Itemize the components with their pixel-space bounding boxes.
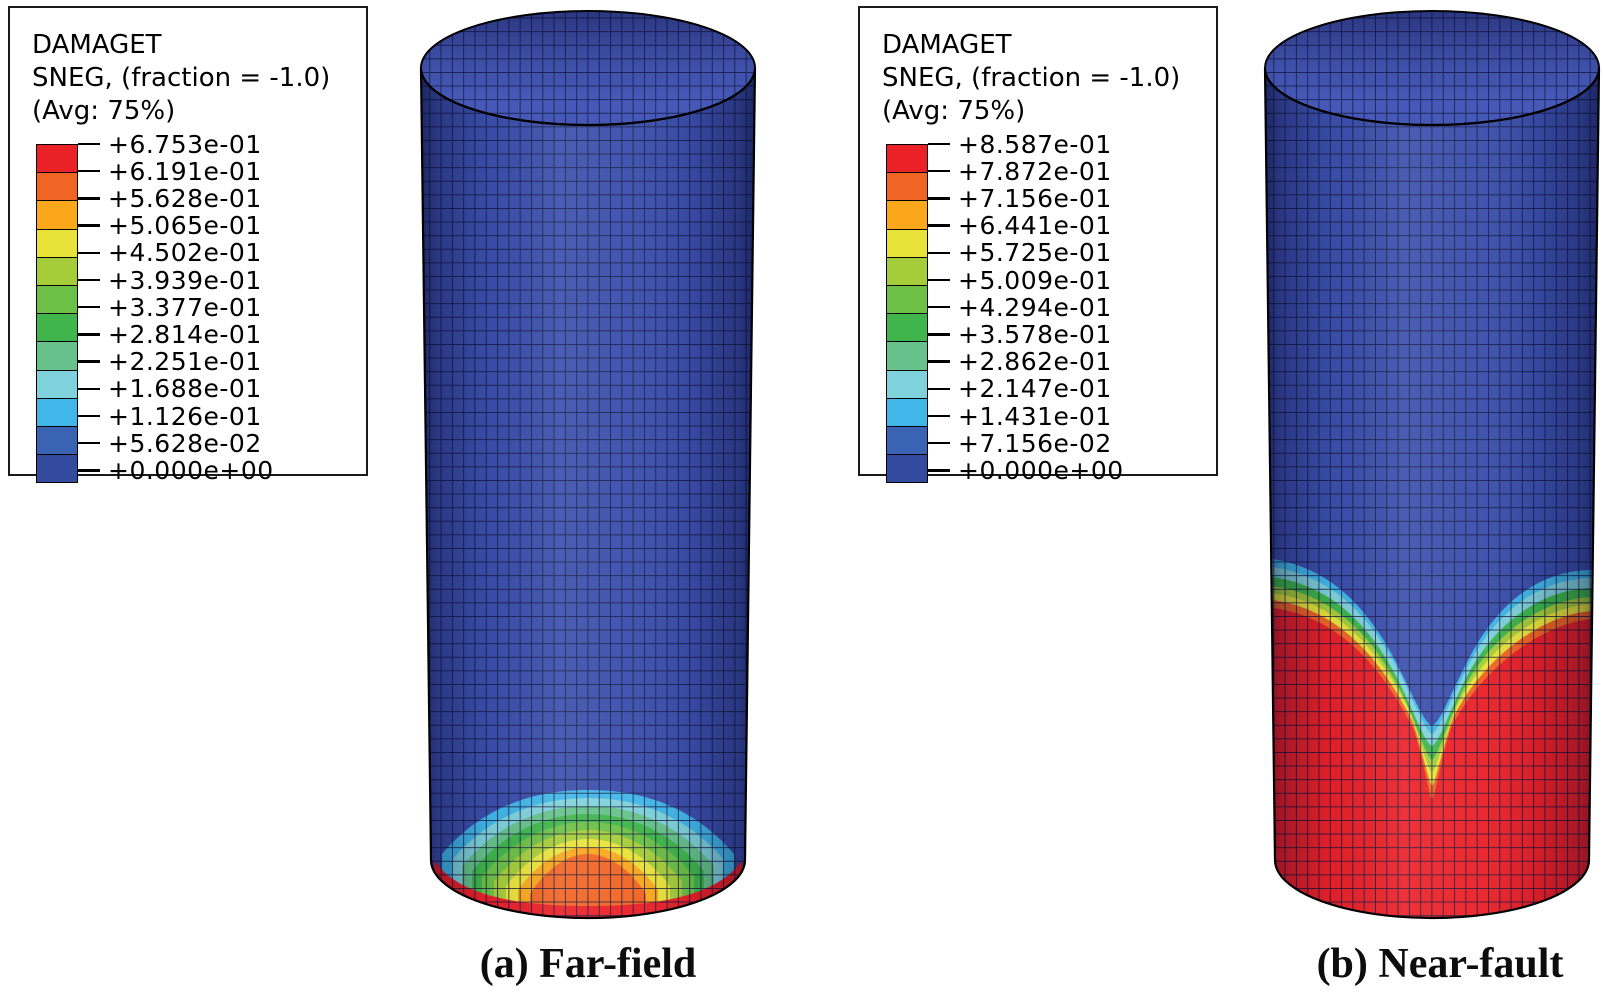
top-rim-inner-surface [421, 11, 755, 125]
legend-color-band [887, 145, 927, 173]
legend-tick-label: +4.502e-01 [78, 238, 262, 267]
legend-tick-mark [78, 333, 100, 336]
fea-cylinder-near-fault [1263, 10, 1601, 920]
legend-tick-label: +2.814e-01 [78, 320, 262, 349]
subfigure-caption-a: (a) Far-field [479, 941, 697, 987]
legend-tick-mark [78, 169, 100, 173]
legend-tick-label: +0.000e+00 [928, 456, 1124, 485]
legend-color-band [887, 313, 927, 342]
legend-tick-label: +3.377e-01 [78, 293, 262, 322]
legend-tick-mark [78, 278, 100, 282]
legend-tick-mark [78, 251, 100, 254]
legend-tick-mark [78, 305, 100, 309]
legend-color-band [887, 425, 927, 455]
legend-color-band [37, 172, 77, 201]
legend-tick-mark [78, 197, 100, 200]
legend-tick-mark [928, 360, 950, 363]
legend-color-band [887, 397, 927, 426]
legend-tick-label: +3.578e-01 [928, 320, 1112, 349]
legend-tick-label: +7.872e-01 [928, 157, 1112, 186]
legend-surface-line: SNEG, (fraction = -1.0) [32, 63, 331, 93]
legend-color-band [887, 284, 927, 314]
legend-tick-mark [928, 142, 950, 146]
legend-color-band [887, 341, 927, 370]
legend-color-band [37, 256, 77, 285]
legend-tick-mark [78, 414, 100, 418]
fea-cylinder-far-field [419, 10, 757, 920]
legend-color-bar [886, 144, 928, 484]
legend-color-band [37, 397, 77, 426]
legend-tick-label: +3.939e-01 [78, 266, 262, 295]
legend-tick-label: +6.753e-01 [78, 130, 262, 159]
contour-legend-far-field: DAMAGET SNEG, (fraction = -1.0) (Avg: 75… [8, 6, 368, 485]
legend-tick-mark [928, 251, 950, 254]
legend-color-bar [36, 144, 78, 484]
legend-color-band [37, 313, 77, 342]
legend-tick-mark [928, 169, 950, 173]
legend-tick-mark [78, 441, 100, 445]
legend-tick-label: +1.688e-01 [78, 374, 262, 403]
legend-tick-label: +8.587e-01 [928, 130, 1112, 159]
legend-tick-mark [78, 469, 100, 472]
rim-outline [420, 10, 756, 126]
legend-color-band [37, 369, 77, 398]
legend-tick-label: +5.628e-02 [78, 429, 262, 458]
legend-variable-name: DAMAGET [882, 30, 1012, 60]
legend-tick-mark [928, 441, 950, 445]
legend-tick-mark [928, 197, 950, 200]
legend-tick-label: +1.431e-01 [928, 402, 1112, 431]
rim-outline [1264, 10, 1600, 126]
shell-body [1265, 68, 1599, 918]
legend-tick-label: +4.294e-01 [928, 293, 1112, 322]
legend-averaging-line: (Avg: 75%) [882, 96, 1026, 126]
legend-averaging-line: (Avg: 75%) [32, 96, 176, 126]
legend-surface-line: SNEG, (fraction = -1.0) [882, 63, 1181, 93]
legend-tick-mark [928, 469, 950, 472]
legend-tick-mark [78, 142, 100, 146]
legend-tick-mark [928, 305, 950, 309]
legend-tick-mark [928, 278, 950, 282]
legend-tick-label: +0.000e+00 [78, 456, 274, 485]
legend-color-band [887, 454, 927, 483]
legend-tick-label: +5.725e-01 [928, 238, 1112, 267]
legend-tick-mark [78, 360, 100, 363]
shell-body [421, 68, 755, 918]
legend-color-band [37, 228, 77, 257]
legend-tick-mark [928, 333, 950, 336]
legend-color-band [37, 284, 77, 314]
legend-color-band [887, 228, 927, 257]
legend-color-band [37, 145, 77, 173]
legend-color-band [37, 454, 77, 483]
legend-tick-mark [928, 414, 950, 418]
legend-tick-label: +5.065e-01 [78, 211, 262, 240]
legend-tick-mark [78, 387, 100, 390]
subfigure-caption-b: (b) Near-fault [1316, 941, 1564, 987]
legend-tick-label: +6.441e-01 [928, 211, 1112, 240]
legend-tick-label: +7.156e-02 [928, 429, 1112, 458]
legend-color-band [887, 172, 927, 201]
contour-legend-near-fault: DAMAGET SNEG, (fraction = -1.0) (Avg: 75… [858, 6, 1218, 485]
top-rim-inner-surface [1265, 11, 1599, 125]
legend-tick-label: +6.191e-01 [78, 157, 262, 186]
legend-tick-mark [78, 224, 100, 227]
legend-variable-name: DAMAGET [32, 30, 162, 60]
legend-tick-label: +5.628e-01 [78, 184, 262, 213]
legend-tick-label: +1.126e-01 [78, 402, 262, 431]
legend-color-band [887, 200, 927, 229]
legend-tick-mark [928, 387, 950, 390]
legend-color-band [37, 425, 77, 455]
legend-color-band [887, 256, 927, 285]
legend-color-band [887, 369, 927, 398]
legend-tick-label: +2.251e-01 [78, 347, 262, 376]
legend-tick-label: +2.862e-01 [928, 347, 1112, 376]
legend-tick-label: +2.147e-01 [928, 374, 1112, 403]
legend-tick-label: +7.156e-01 [928, 184, 1112, 213]
legend-tick-label: +5.009e-01 [928, 266, 1112, 295]
legend-tick-mark [928, 224, 950, 227]
legend-color-band [37, 341, 77, 370]
legend-color-band [37, 200, 77, 229]
